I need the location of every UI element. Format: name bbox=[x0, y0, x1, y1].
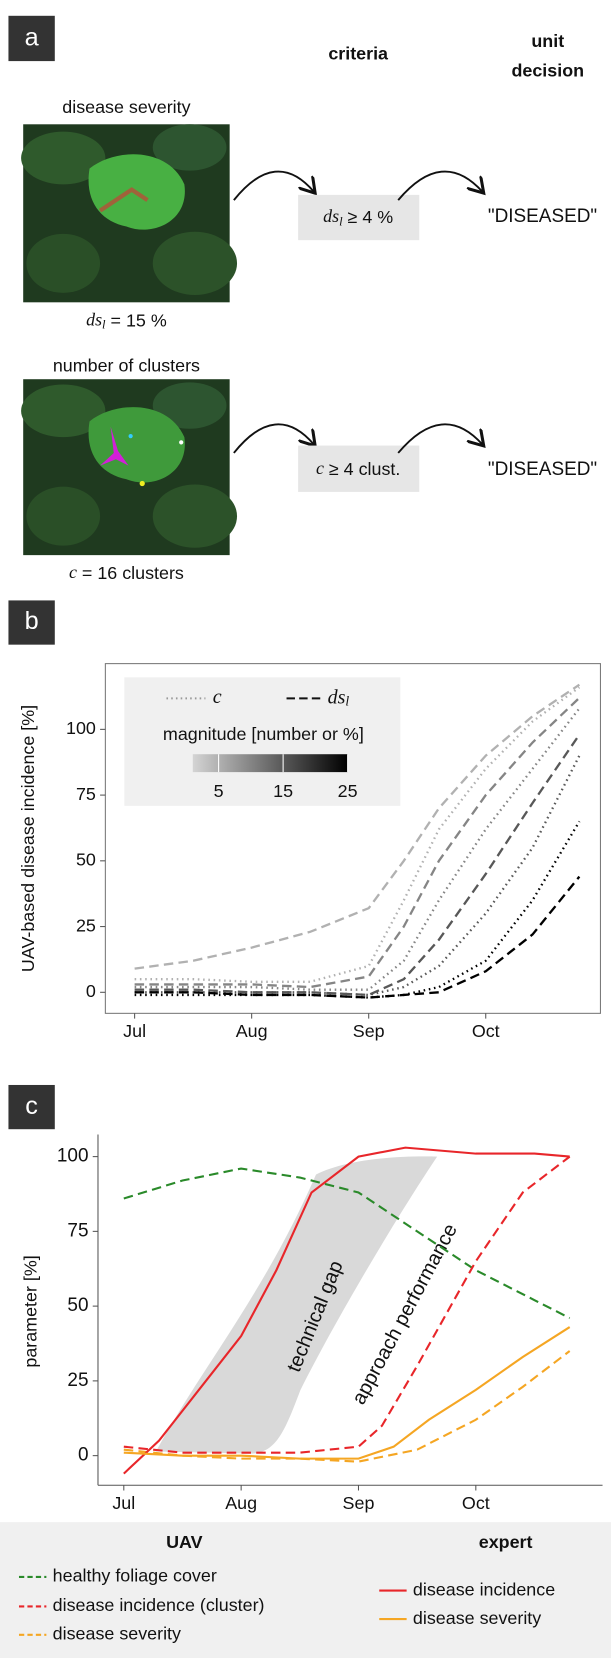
criterion: dsl ≥ 4 % bbox=[323, 206, 393, 228]
y-tick-label: 100 bbox=[57, 1146, 89, 1167]
y-axis-label: parameter [%] bbox=[20, 1255, 40, 1367]
legend-label: disease severity bbox=[53, 1624, 181, 1644]
criterion-box bbox=[298, 194, 420, 241]
subscript: l bbox=[345, 694, 349, 709]
y-tick-label: 75 bbox=[76, 784, 96, 804]
line bbox=[134, 683, 581, 970]
colorbar-tick-label: 15 bbox=[273, 781, 293, 801]
legend bbox=[0, 1522, 611, 1658]
subscript: l bbox=[102, 317, 106, 331]
colorbar-tick-label: 25 bbox=[338, 781, 358, 801]
criterion: c ≥ 4 clust. bbox=[316, 458, 400, 479]
colorbar-tick-label: 5 bbox=[214, 781, 224, 801]
y-tick-label: 0 bbox=[78, 1445, 89, 1466]
panel-label-box bbox=[8, 15, 55, 62]
y-tick-label: 25 bbox=[67, 1370, 88, 1391]
line bbox=[123, 1167, 571, 1320]
panel-label-box bbox=[8, 600, 55, 645]
line bbox=[123, 1326, 571, 1460]
row-title: number of clusters bbox=[53, 355, 200, 375]
legend-label: dsl bbox=[328, 686, 350, 709]
symbol: ds bbox=[328, 686, 346, 708]
line bbox=[134, 696, 581, 989]
y-axis-label: UAV-based disease incidence [%] bbox=[18, 705, 38, 972]
arrow bbox=[233, 423, 314, 454]
caption: c = 16 clusters bbox=[69, 562, 184, 583]
header: criteria bbox=[328, 44, 389, 64]
caption-text: = 15 % bbox=[106, 310, 167, 330]
panel-label-box bbox=[8, 1084, 55, 1130]
row: disease severity dsl = 15 % dsl ≥ 4 % "D… bbox=[21, 97, 597, 331]
line bbox=[123, 1155, 571, 1454]
legend-label: healthy foliage cover bbox=[53, 1566, 217, 1586]
y-tick-label: 75 bbox=[67, 1220, 88, 1241]
header: decision bbox=[511, 60, 584, 80]
symbol: ds bbox=[86, 309, 102, 329]
line bbox=[134, 875, 581, 999]
colorbar bbox=[192, 754, 348, 773]
x-tick-label: Aug bbox=[236, 1021, 268, 1041]
line bbox=[134, 733, 581, 997]
legend-label: disease incidence (cluster) bbox=[53, 1595, 265, 1615]
legend-label: disease severity bbox=[413, 1608, 541, 1628]
symbol: ds bbox=[323, 206, 339, 226]
y-tick-label: 25 bbox=[76, 915, 96, 935]
x-tick-label: Jul bbox=[123, 1021, 146, 1041]
legend-items: healthy foliage cover disease incidence (… bbox=[18, 1566, 555, 1644]
row: number of clusters c = 16 clusters c ≥ 4… bbox=[21, 355, 597, 583]
x-tick-label: Oct bbox=[462, 1493, 490, 1513]
gap-area bbox=[155, 1156, 438, 1454]
row-title: disease severity bbox=[62, 97, 190, 117]
plot-frame bbox=[104, 663, 601, 1014]
header: unit bbox=[531, 31, 564, 51]
line bbox=[134, 820, 581, 999]
x-tick-label: Sep bbox=[353, 1021, 385, 1041]
panel-label: c bbox=[25, 1092, 38, 1120]
curves bbox=[134, 683, 581, 999]
x-tick-label: Oct bbox=[472, 1021, 500, 1041]
x-tick-label: Aug bbox=[225, 1493, 257, 1513]
arrow bbox=[397, 423, 482, 454]
legend-label: c bbox=[213, 686, 222, 708]
symbol: c bbox=[69, 562, 77, 582]
decision: "DISEASED" bbox=[488, 459, 597, 480]
x-tick-label: Sep bbox=[343, 1493, 375, 1513]
caption-text: = 16 clusters bbox=[77, 563, 184, 583]
arrow bbox=[233, 170, 314, 201]
leaf-image bbox=[21, 124, 238, 303]
criterion-text: ≥ 4 % bbox=[343, 207, 394, 227]
legend-group-title: expert bbox=[479, 1532, 533, 1552]
panel-label: a bbox=[25, 24, 40, 52]
colorbar-title: magnitude [number or %] bbox=[163, 724, 364, 744]
symbol: c bbox=[316, 458, 324, 478]
y-tick-label: 0 bbox=[86, 981, 96, 1001]
legend-group-title: UAV bbox=[166, 1532, 203, 1552]
line bbox=[134, 755, 581, 997]
criterion-text: ≥ 4 clust. bbox=[324, 459, 400, 479]
y-tick-label: 50 bbox=[67, 1295, 88, 1316]
caption: dsl = 15 % bbox=[86, 309, 167, 331]
line bbox=[123, 1146, 570, 1475]
panel-label: b bbox=[25, 607, 39, 635]
y-tick-label: 100 bbox=[66, 718, 96, 738]
arrow bbox=[397, 170, 482, 201]
legend-label: disease incidence bbox=[413, 1579, 555, 1599]
leaf-image bbox=[21, 379, 238, 556]
y-tick-label: 50 bbox=[76, 850, 96, 870]
curves bbox=[123, 1146, 571, 1475]
decision: "DISEASED" bbox=[488, 206, 597, 227]
legend bbox=[124, 677, 401, 806]
subscript: l bbox=[339, 214, 343, 228]
x-tick-label: Jul bbox=[112, 1493, 135, 1513]
